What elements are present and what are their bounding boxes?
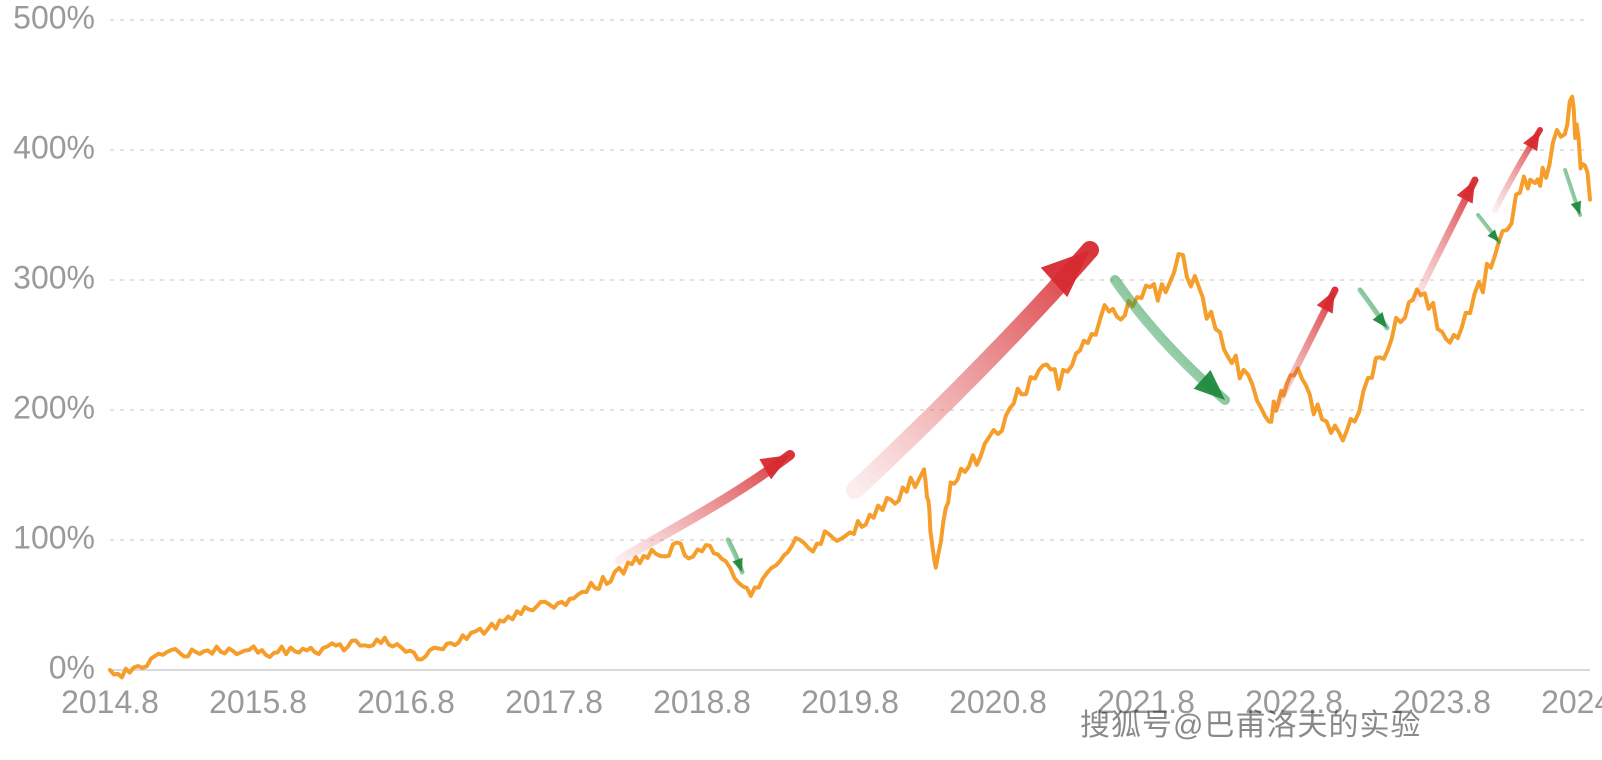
x-tick-label: 2015.8 [209,684,307,720]
y-tick-label: 400% [13,129,95,165]
up-arrow [1495,126,1547,210]
up-arrow [620,445,796,560]
up-arrow [1415,176,1483,300]
y-tick-label: 300% [13,259,95,295]
down-arrow [1115,280,1233,409]
x-tick-label: 2020.8 [949,684,1047,720]
x-tick-label: 2017.8 [505,684,603,720]
y-tick-label: 200% [13,389,95,425]
x-tick-label: 2014.8 [61,684,159,720]
down-arrow [1478,215,1503,245]
x-tick-label: 2018.8 [653,684,751,720]
y-tick-label: 500% [13,0,95,35]
chart-svg: 0% 100% 200% 300% 400% 500% 2014.8 2015.8 2016.8… [0,0,1602,760]
performance-series [110,97,1590,678]
y-tick-label: 0% [49,649,95,685]
performance-chart: { "chart": { "type": "line", "canvas": {… [0,0,1602,760]
y-tick-label: 100% [13,519,95,555]
down-arrow [1565,170,1585,217]
watermark-text: 搜狐号@巴甫洛夫的实验 [1080,700,1421,744]
x-tick-label: 2016.8 [357,684,455,720]
down-arrow [1360,290,1392,332]
up-arrow [855,235,1103,490]
x-tick-label: 2024.8 [1541,684,1602,720]
x-tick-label: 2019.8 [801,684,899,720]
